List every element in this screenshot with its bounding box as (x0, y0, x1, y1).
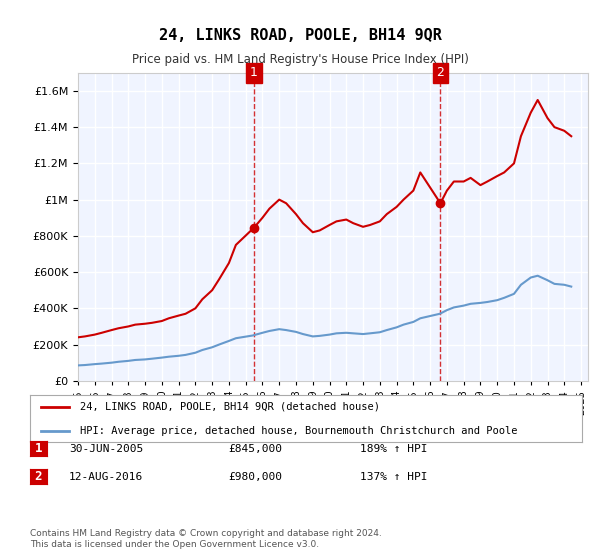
Text: 2: 2 (35, 470, 42, 483)
Text: 24, LINKS ROAD, POOLE, BH14 9QR: 24, LINKS ROAD, POOLE, BH14 9QR (158, 28, 442, 43)
Text: 2: 2 (436, 66, 445, 80)
Text: HPI: Average price, detached house, Bournemouth Christchurch and Poole: HPI: Average price, detached house, Bour… (80, 426, 517, 436)
Text: 24, LINKS ROAD, POOLE, BH14 9QR (detached house): 24, LINKS ROAD, POOLE, BH14 9QR (detache… (80, 402, 380, 412)
Text: £845,000: £845,000 (228, 444, 282, 454)
Text: 30-JUN-2005: 30-JUN-2005 (69, 444, 143, 454)
Text: 12-AUG-2016: 12-AUG-2016 (69, 472, 143, 482)
Text: 137% ↑ HPI: 137% ↑ HPI (360, 472, 427, 482)
Text: £980,000: £980,000 (228, 472, 282, 482)
Text: 1: 1 (35, 442, 42, 455)
Text: Contains HM Land Registry data © Crown copyright and database right 2024.
This d: Contains HM Land Registry data © Crown c… (30, 529, 382, 549)
Text: 1: 1 (250, 66, 258, 80)
Text: Price paid vs. HM Land Registry's House Price Index (HPI): Price paid vs. HM Land Registry's House … (131, 53, 469, 66)
Text: 189% ↑ HPI: 189% ↑ HPI (360, 444, 427, 454)
